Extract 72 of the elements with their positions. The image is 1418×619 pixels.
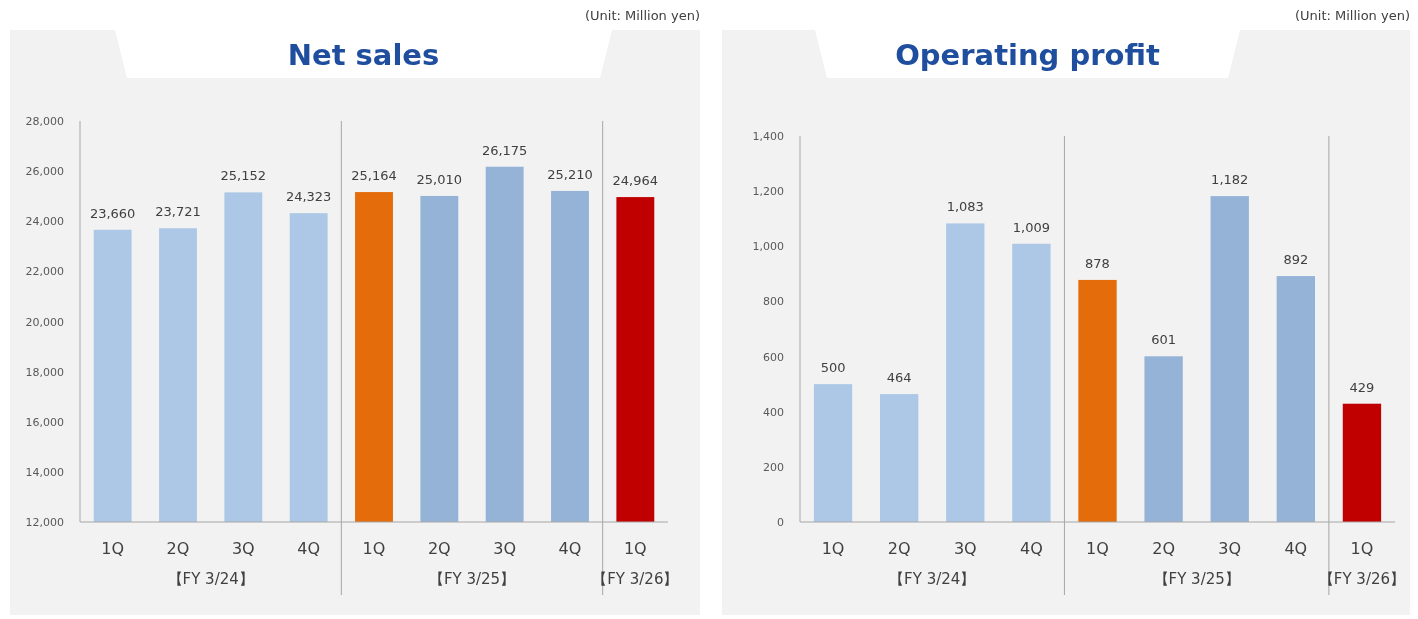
data-label: 464	[886, 370, 912, 386]
data-label: 500	[820, 360, 846, 376]
x-tick-label: 4Q	[297, 539, 321, 558]
bar	[1144, 356, 1183, 522]
data-label: 892	[1283, 252, 1309, 268]
y-tick-label: 1,200	[752, 185, 784, 199]
y-tick-label: 1,000	[752, 240, 784, 254]
x-tick-label: 1Q	[821, 539, 845, 558]
x-tick-label: 3Q	[953, 539, 977, 558]
y-tick-label: 24,000	[25, 215, 64, 229]
x-tick-label: 3Q	[231, 539, 255, 558]
chart-title: Operating profit	[895, 38, 1160, 72]
bar	[879, 394, 919, 522]
y-tick-label: 12,000	[25, 516, 64, 529]
data-label: 1,083	[946, 199, 984, 215]
y-tick-label: 20,000	[25, 315, 64, 329]
bar	[813, 384, 853, 522]
x-tick-label: 2Q	[427, 539, 451, 558]
y-tick-label: 400	[763, 405, 784, 419]
y-tick-label: 16,000	[25, 415, 64, 429]
bar	[1078, 279, 1117, 522]
data-label: 25,152	[220, 168, 267, 184]
data-label: 601	[1151, 332, 1177, 348]
data-label: 25,010	[416, 171, 463, 187]
data-label: 26,175	[481, 142, 528, 158]
x-tick-label: 1Q	[1086, 539, 1109, 558]
bar	[1012, 243, 1051, 522]
y-tick-label: 0	[777, 516, 784, 529]
x-tick-label: 2Q	[1152, 539, 1175, 558]
data-label: 878	[1085, 255, 1110, 271]
text: (Unit: Million yen)	[584, 8, 700, 23]
x-tick-label: 4Q	[1284, 539, 1308, 558]
text: 【FY 3/26】	[1318, 570, 1406, 588]
x-tick-label: 2Q	[166, 539, 190, 558]
text: 【FY 3/25】	[1153, 570, 1240, 588]
data-label: 25,210	[547, 166, 593, 182]
x-tick-label: 3Q	[493, 539, 517, 558]
data-label: 25,164	[351, 168, 397, 184]
y-tick-label: 800	[763, 295, 784, 309]
x-tick-label: 1Q	[623, 539, 647, 558]
y-tick-label: 18,000	[25, 365, 64, 379]
x-tick-label: 1Q	[101, 539, 125, 558]
x-tick-label: 1Q	[362, 539, 386, 558]
data-label: 1,182	[1211, 172, 1249, 188]
text: (Unit: Million yen)	[1294, 8, 1410, 23]
text: 【FY 3/24】	[889, 570, 976, 588]
x-tick-label: 4Q	[558, 539, 582, 558]
y-tick-label: 26,000	[25, 165, 64, 179]
data-label: 1,009	[1012, 219, 1050, 235]
data-label: 23,721	[155, 204, 201, 220]
y-tick-label: 1,400	[752, 130, 784, 143]
x-tick-label: 3Q	[1218, 539, 1242, 558]
bar	[1342, 403, 1382, 522]
data-label: 24,964	[612, 173, 659, 189]
chart-title: Net sales	[287, 38, 440, 72]
y-tick-label: 22,000	[25, 265, 64, 279]
data-label: 429	[1349, 379, 1375, 395]
x-tick-label: 1Q	[1350, 539, 1374, 558]
y-tick-label: 600	[763, 350, 784, 364]
x-tick-label: 2Q	[887, 539, 911, 558]
y-tick-label: 200	[763, 460, 784, 474]
y-tick-label: 28,000	[25, 115, 64, 128]
y-tick-label: 14,000	[25, 465, 64, 479]
text: 【FY 3/25】	[428, 570, 516, 588]
text: 【FY 3/24】	[167, 570, 254, 588]
bar	[1210, 196, 1249, 522]
data-label: 24,323	[285, 189, 332, 205]
text: 【FY 3/26】	[592, 570, 679, 588]
data-label: 23,660	[89, 205, 136, 221]
x-tick-label: 4Q	[1020, 539, 1043, 558]
bar	[1276, 276, 1315, 522]
bar	[946, 223, 985, 522]
